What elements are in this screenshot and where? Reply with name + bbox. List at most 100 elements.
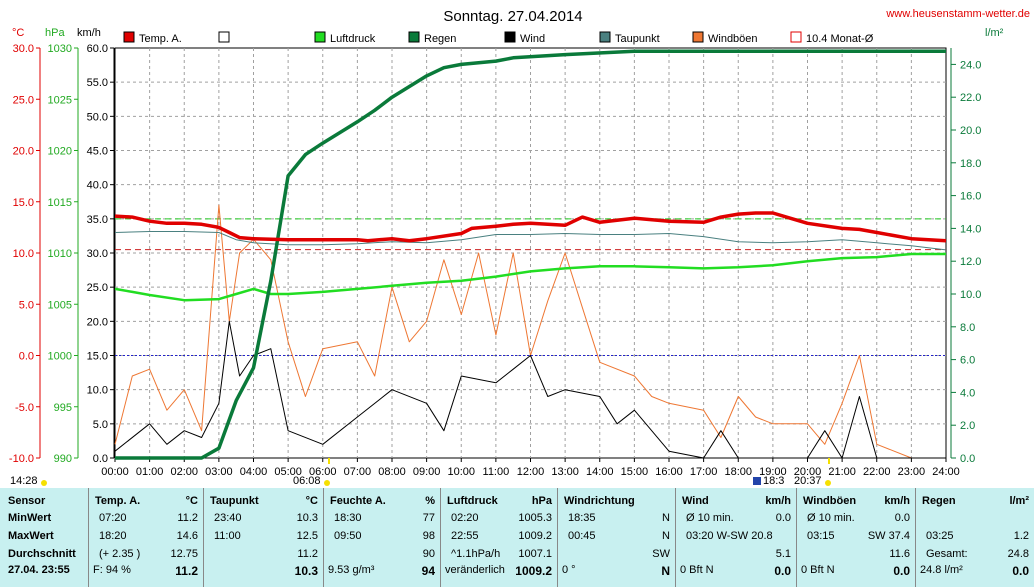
column-header: Temp. A. — [95, 495, 141, 507]
x-tick-label: 21:00 — [828, 466, 856, 478]
rain-tick-label: 12.0 — [960, 256, 981, 268]
series-line-regen — [115, 49, 946, 460]
sensor-row-label: MinWert — [8, 512, 52, 524]
press-tick-label: 1025 — [48, 94, 72, 106]
cell-label: Gesamt: — [926, 548, 968, 560]
cell-label: 07:20 — [99, 512, 127, 524]
x-tick-label: 24:00 — [932, 466, 960, 478]
cell-label: 18:20 — [99, 530, 127, 542]
x-tick-label: 10:00 — [447, 466, 475, 478]
cell-label: 0 ° — [562, 564, 576, 576]
cell-value: 94 — [421, 564, 435, 578]
cell-value: 10.3 — [294, 564, 318, 578]
press-tick-label: 1020 — [48, 146, 72, 158]
unit-wind: km/h — [77, 27, 101, 39]
wind-tick-label: 55.0 — [87, 77, 108, 89]
press-tick-label: 990 — [54, 453, 72, 465]
legend-label: Regen — [424, 33, 456, 45]
sensor-header: Sensor — [8, 495, 46, 507]
cell-label: 03:15 — [807, 530, 835, 542]
sensor-row-label: MaxWert — [8, 530, 54, 542]
column-unit: % — [425, 495, 435, 507]
cell-value: N — [662, 512, 670, 524]
temp-tick-label: 15.0 — [13, 197, 34, 209]
cell-value: 1009.2 — [518, 530, 552, 542]
cell-value: N — [661, 564, 670, 578]
rain-tick-label: 10.0 — [960, 289, 981, 301]
series-line-luftdruck — [114, 252, 946, 302]
cell-label: 24.8 l/m² — [920, 564, 963, 576]
column-unit: l/m² — [1009, 495, 1029, 507]
x-tick-label: 11:00 — [483, 466, 510, 478]
series-line-wind — [114, 320, 946, 459]
cell-label: 00:45 — [568, 530, 596, 542]
cell-value: 12.75 — [170, 548, 198, 560]
cell-value: 11.6 — [889, 548, 910, 560]
rain-tick-label: 22.0 — [960, 92, 981, 104]
cell-value: 10.3 — [296, 512, 318, 524]
wind-tick-label: 40.0 — [87, 180, 108, 192]
rain-tick-label: 4.0 — [960, 387, 975, 399]
column-1: Taupunkt °C 23:40 10.3 11:00 12.5 11.2 10.3 — [203, 488, 324, 587]
cell-label: F: 94 % — [93, 564, 131, 576]
column-2: Feuchte A.% 18:30 77 09:50 98 90 9.53 g/m³ 94 — [323, 488, 441, 587]
x-tick-label: 16:00 — [655, 466, 683, 478]
cell-value: 14.6 — [176, 530, 198, 542]
column-unit: km/h — [765, 495, 791, 507]
temp-tick-label: 30.0 — [13, 43, 34, 55]
cell-value: SW — [652, 548, 670, 560]
legend-swatch — [504, 31, 516, 43]
press-tick-label: 1010 — [48, 248, 72, 260]
rain-tick-label: 18.0 — [960, 158, 981, 170]
x-tick-label: 02:00 — [170, 466, 198, 478]
cell-label: 9.53 g/m³ — [328, 564, 375, 576]
cell-value: 1007.1 — [518, 548, 552, 560]
cell-value: 11.2 — [297, 548, 318, 560]
x-tick-label: 05:00 — [274, 466, 302, 478]
cell-value: 12.5 — [296, 530, 318, 542]
x-tick-label: 13:00 — [551, 466, 579, 478]
cell-label: 03:25 — [926, 530, 954, 542]
cell-value: 1.2 — [1013, 530, 1029, 542]
wind-tick-label: 45.0 — [87, 146, 108, 158]
rain-tick-label: 14.0 — [960, 223, 981, 235]
column-header: Wind — [682, 495, 709, 507]
wind-tick-label: 30.0 — [87, 248, 108, 260]
cell-value: 24.8 — [1007, 548, 1029, 560]
x-tick-label: 18:00 — [724, 466, 752, 478]
cell-label: veränderlich — [445, 564, 505, 576]
chart-title: Sonntag. 27.04.2014 — [443, 8, 582, 25]
wind-tick-label: 5.0 — [93, 419, 108, 431]
cell-label: Ø 10 min. — [686, 512, 734, 524]
unit-rain: l/m² — [985, 27, 1004, 39]
column-header: Feuchte A. — [330, 495, 386, 507]
cell-label: 11:00 — [214, 530, 241, 542]
cell-label: 18:35 — [568, 512, 596, 524]
cell-value: 1009.2 — [515, 564, 552, 578]
cell-value: 0.0 — [894, 512, 910, 524]
cell-label: ^1.1hPa/h — [451, 548, 501, 560]
column-5: Wind km/h Ø 10 min. 0.0 03:20 W-SW 20.8 5.1 0 … — [675, 488, 797, 587]
sunrise-time: 06:08 — [293, 475, 321, 487]
temp-tick-label: 10.0 — [13, 248, 34, 260]
sensor-row-label: Durchschnitt — [8, 548, 76, 560]
wind-tick-label: 50.0 — [87, 111, 108, 123]
cell-label: 09:50 — [334, 530, 362, 542]
column-6: Windböen km/h Ø 10 min. 0.0 03:15 SW 37.4 11.6… — [796, 488, 916, 587]
unit-temp: °C — [12, 27, 24, 39]
stats-table: Sensor MinWert MaxWert Durchschnitt 27.04. 2… — [0, 488, 1034, 587]
cell-label: 0 Bft N — [801, 564, 835, 576]
chart-grid — [114, 47, 947, 459]
temp-tick-label: -10.0 — [9, 453, 34, 465]
sunset-time: 20:37 — [794, 475, 822, 487]
cell-value: 77 — [422, 512, 435, 524]
rain-tick-label: 8.0 — [960, 322, 975, 334]
x-tick-label: 09:00 — [413, 466, 441, 478]
rain-tick-label: 6.0 — [960, 355, 975, 367]
cell-value: SW 37.4 — [867, 530, 910, 542]
sunset-icon — [825, 480, 831, 486]
x-tick-label: 14:00 — [586, 466, 614, 478]
temp-tick-label: 0.0 — [19, 351, 34, 363]
cell-label: 18:30 — [334, 512, 362, 524]
column-header: Windrichtung — [564, 495, 635, 507]
